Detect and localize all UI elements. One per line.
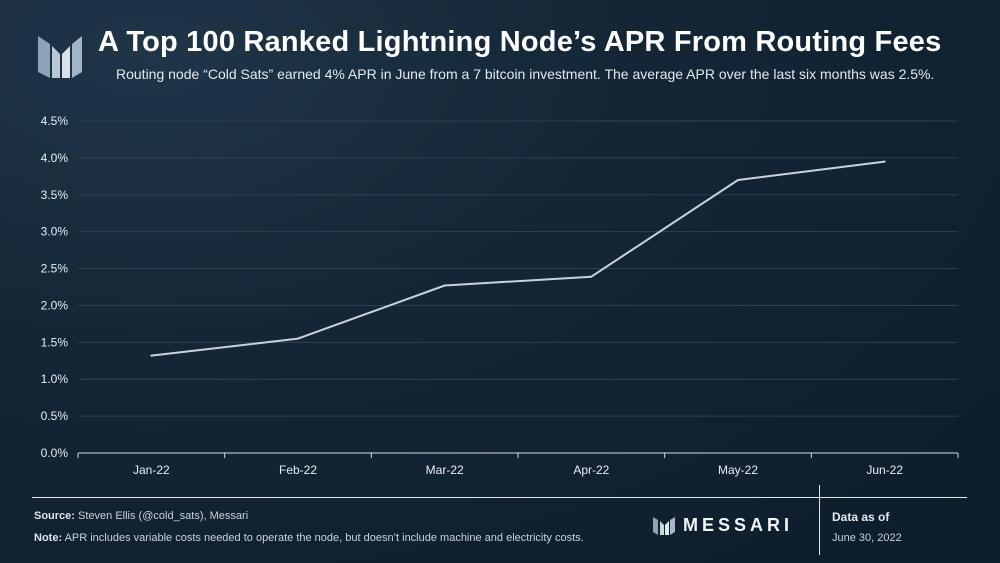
axes [77, 452, 959, 458]
y-tick-label: 1.5% [41, 335, 69, 349]
x-tick-label: Jun-22 [866, 463, 903, 477]
y-tick-label: 0.5% [41, 409, 69, 423]
source-label: Source: [34, 510, 75, 522]
data-point [737, 179, 739, 182]
source-text: Source: Steven Ellis (@cold_sats), Messa… [34, 510, 248, 522]
footer-vertical-divider [819, 485, 820, 555]
y-tick-labels: 0.0% 0.5% 1.0% 1.5% 2.0% 2.5% 3.0% 3.5% 4.0% 4.5% [41, 114, 69, 460]
x-tick-label: Feb-22 [279, 463, 317, 477]
data-point [590, 275, 593, 278]
y-tick-label: 3.5% [41, 188, 69, 202]
chart-subtitle: Routing node “Cold Sats” earned 4% APR i… [116, 66, 935, 82]
series-line-apr [151, 160, 885, 357]
note-text: Note: APR includes variable costs needed… [34, 532, 584, 544]
y-tick-label: 2.5% [41, 262, 69, 276]
brand-name: MESSARI [683, 514, 794, 535]
x-tick-label: Mar-22 [426, 463, 464, 477]
messari-mark-icon [653, 517, 675, 535]
data-point [150, 354, 153, 357]
data-point [443, 284, 446, 287]
grid-lines [78, 120, 958, 417]
x-tick-label: Apr-22 [573, 463, 609, 477]
x-tick-label: Jan-22 [133, 463, 170, 477]
note-label: Note: [34, 532, 63, 544]
data-point [297, 337, 299, 340]
y-tick-label: 3.0% [41, 225, 69, 239]
messari-logo-icon [38, 36, 82, 78]
data-point [883, 160, 886, 163]
y-tick-label: 1.0% [41, 372, 69, 386]
note-value: APR includes variable costs needed to op… [64, 532, 584, 544]
data-as-of-label: Data as of [832, 510, 890, 524]
footer-divider-line [32, 497, 967, 498]
y-tick-label: 0.0% [41, 446, 69, 460]
x-tick-label: May-22 [718, 463, 758, 477]
chart-title: A Top 100 Ranked Lightning Node’s APR Fr… [98, 26, 942, 58]
x-tick-labels: Jan-22 Feb-22 Mar-22 Apr-22 May-22 Jun-22 [133, 463, 903, 477]
y-tick-label: 2.0% [41, 298, 69, 312]
source-value: Steven Ellis (@cold_sats), Messari [78, 510, 249, 522]
y-tick-label: 4.5% [41, 114, 69, 128]
brand-logo: MESSARI [653, 513, 793, 537]
data-as-of-date: June 30, 2022 [832, 532, 902, 544]
series-lines [150, 160, 886, 357]
y-tick-label: 4.0% [41, 151, 69, 165]
